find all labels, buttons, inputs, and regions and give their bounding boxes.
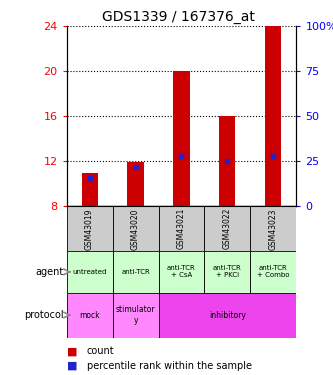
Text: stimulator
y: stimulator y bbox=[116, 305, 155, 325]
Text: percentile rank within the sample: percentile rank within the sample bbox=[87, 361, 251, 370]
Text: anti-TCR
+ PKCi: anti-TCR + PKCi bbox=[213, 266, 242, 278]
Bar bbox=[67, 251, 113, 292]
Bar bbox=[113, 206, 159, 251]
Text: GSM43021: GSM43021 bbox=[177, 208, 186, 249]
Text: anti-TCR
+ Combo: anti-TCR + Combo bbox=[257, 266, 290, 278]
Text: ■: ■ bbox=[67, 361, 77, 370]
Bar bbox=[265, 26, 281, 206]
Text: GSM43022: GSM43022 bbox=[223, 208, 232, 249]
Bar bbox=[67, 206, 113, 251]
Bar bbox=[113, 251, 159, 292]
Text: mock: mock bbox=[79, 310, 100, 320]
Bar bbox=[67, 292, 113, 338]
Text: anti-TCR
+ CsA: anti-TCR + CsA bbox=[167, 266, 196, 278]
Bar bbox=[173, 71, 189, 206]
Bar bbox=[159, 292, 296, 338]
Bar bbox=[82, 172, 98, 206]
Text: anti-TCR: anti-TCR bbox=[121, 269, 150, 275]
Bar bbox=[219, 116, 235, 206]
Text: untreated: untreated bbox=[72, 269, 107, 275]
Bar bbox=[250, 251, 296, 292]
Text: count: count bbox=[87, 346, 114, 356]
Bar bbox=[204, 251, 250, 292]
Text: GDS1339 / 167376_at: GDS1339 / 167376_at bbox=[102, 10, 255, 24]
Bar bbox=[250, 206, 296, 251]
Bar bbox=[113, 292, 159, 338]
Text: agent: agent bbox=[35, 267, 63, 277]
Bar bbox=[159, 251, 204, 292]
Text: GSM43020: GSM43020 bbox=[131, 208, 140, 249]
Text: ■: ■ bbox=[67, 346, 77, 356]
Bar bbox=[128, 162, 144, 206]
Text: protocol: protocol bbox=[24, 310, 63, 320]
Text: GSM43023: GSM43023 bbox=[269, 208, 278, 249]
Bar bbox=[204, 206, 250, 251]
Text: GSM43019: GSM43019 bbox=[85, 208, 94, 249]
Text: inhibitory: inhibitory bbox=[209, 310, 246, 320]
Bar bbox=[159, 206, 204, 251]
